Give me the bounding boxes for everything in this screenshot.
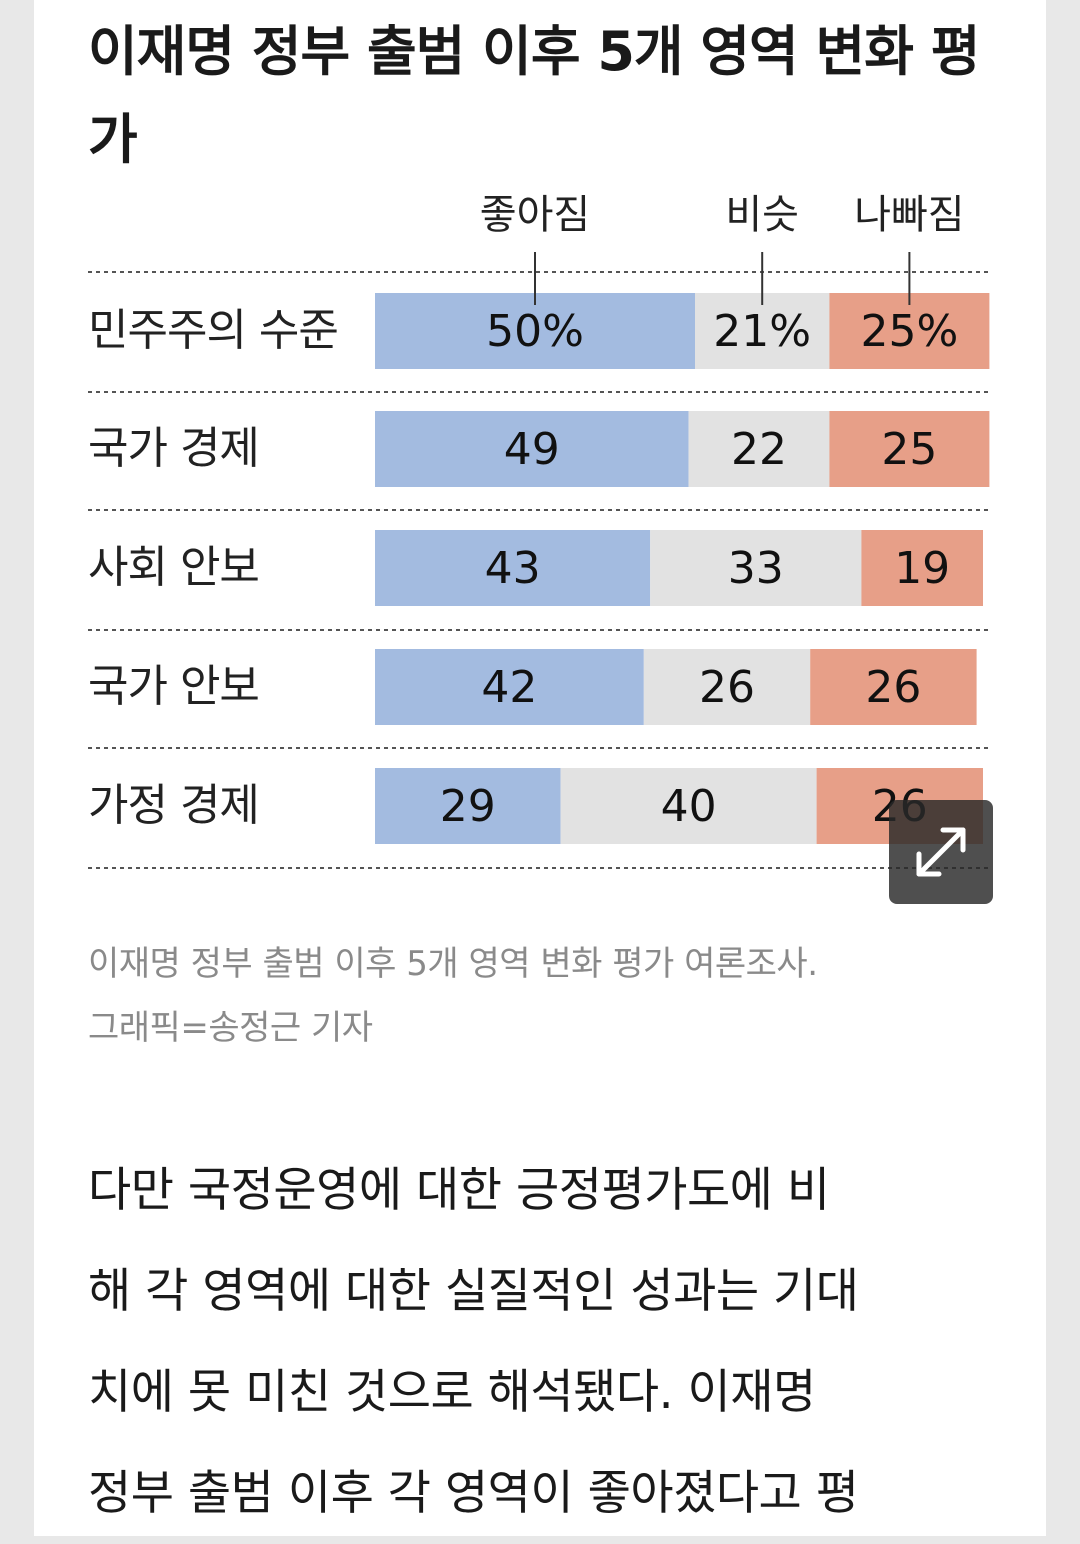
body-line-1: 다만 국정운영에 대한 긍정평가도에 비	[88, 1163, 830, 1218]
row-label-social-security: 사회 안보	[88, 542, 260, 593]
legend-bad: 나빠짐	[854, 192, 965, 238]
bar-segment-good	[375, 411, 689, 487]
image-caption: 이재명 정부 출범 이후 5개 영역 변화 평가 여론조사. 그래픽=송정근 기…	[88, 932, 988, 1060]
chart-title: 이재명 정부 출범 이후 5개 영역 변화 평가	[88, 20, 980, 171]
legend-similar: 비슷	[725, 192, 799, 238]
body-line-3: 치에 못 미친 것으로 해석됐다. 이재명	[88, 1365, 816, 1420]
data-label-good: 29	[440, 781, 496, 832]
expand-arrows-icon	[916, 827, 966, 877]
bar-segment-good	[375, 293, 695, 369]
data-label-bad: 25	[881, 424, 937, 475]
row-label-democracy: 민주주의 수준	[88, 305, 339, 356]
bar-segment-bad	[829, 293, 990, 369]
bar-segment-bad	[861, 530, 983, 606]
bar-segment-similar	[643, 649, 811, 725]
article-body: 다만 국정운영에 대한 긍정평가도에 비 해 각 영역에 대한 실질적인 성과는…	[88, 1140, 1008, 1544]
legend-good: 좋아짐	[479, 192, 591, 238]
body-line-4: 정부 출범 이후 각 영역이 좋아졌다고 평	[88, 1466, 859, 1521]
bar-segment-good	[375, 768, 561, 844]
row-label-national-security: 국가 안보	[88, 661, 260, 712]
data-label-good: 49	[504, 424, 560, 475]
data-label-good: 50%	[486, 306, 584, 357]
row-label-household-economy: 가정 경제	[88, 780, 260, 831]
data-label-similar: 40	[661, 781, 717, 832]
data-label-bad: 19	[894, 543, 950, 594]
bar-segment-similar	[688, 411, 830, 487]
bar-segment-similar	[650, 530, 862, 606]
bar-segment-good	[375, 530, 651, 606]
body-line-2: 해 각 영역에 대한 실질적인 성과는 기대	[88, 1264, 859, 1319]
bar-segment-bad	[829, 411, 990, 487]
data-label-good: 42	[481, 662, 537, 713]
article-page: 이재명 정부 출범 이후 5개 영역 변화 평가 좋아짐 비슷 나빠짐 50% 2…	[34, 0, 1046, 1536]
data-label-bad: 26	[865, 662, 921, 713]
caption-line-2: 그래픽=송정근 기자	[88, 1008, 373, 1048]
bar-segment-bad	[810, 649, 977, 725]
data-label-similar: 33	[728, 543, 784, 594]
expand-image-button[interactable]	[889, 800, 993, 904]
caption-line-1: 이재명 정부 출범 이후 5개 영역 변화 평가 여론조사.	[88, 944, 818, 984]
row-label-national-economy: 국가 경제	[88, 423, 260, 474]
bar-segment-similar	[695, 293, 830, 369]
bar-segment-similar	[560, 768, 817, 844]
data-label-bad: 25%	[861, 306, 959, 357]
stacked-bar-chart: 50%21%25%492225433319422626294026	[88, 252, 992, 869]
data-label-similar: 21%	[713, 306, 811, 357]
data-label-similar: 26	[699, 662, 755, 713]
bar-segment-good	[375, 649, 644, 725]
data-label-similar: 22	[731, 424, 787, 475]
data-label-good: 43	[485, 543, 541, 594]
